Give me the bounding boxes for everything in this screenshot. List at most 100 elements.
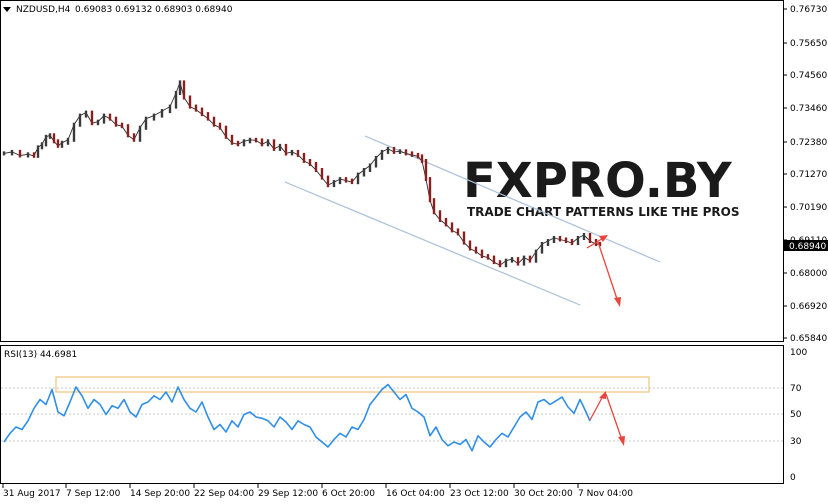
price-candle: [254, 137, 258, 143]
arrow-up-icon: [599, 235, 608, 242]
price-candle: [528, 255, 532, 263]
price-candle: [576, 236, 580, 246]
rsi-line: [3, 383, 591, 452]
price-forecast-arrows: [586, 235, 621, 307]
price-candle: [26, 152, 30, 158]
price-candle: [52, 133, 56, 144]
price-candle: [230, 134, 234, 145]
rsi-highlight-box: [55, 376, 650, 393]
price-candle: [404, 149, 408, 156]
price-candle: [174, 91, 178, 109]
price-candle: [236, 140, 240, 147]
price-candle: [564, 237, 568, 243]
price-candle: [60, 140, 64, 148]
price-candle: [206, 112, 210, 121]
rsi-tick: 100: [790, 348, 807, 358]
price-candle: [188, 95, 192, 109]
price-candle: [314, 162, 318, 172]
price-series: [2, 80, 602, 268]
price-tick: 0.76730: [790, 5, 827, 15]
price-candle: [126, 124, 130, 138]
price-candle: [492, 255, 496, 265]
price-candle: [72, 122, 76, 142]
price-candle: [248, 137, 252, 144]
price-candle: [588, 233, 592, 243]
price-candle: [132, 133, 136, 142]
time-label: 16 Oct 04:00: [386, 489, 445, 499]
price-candle: [2, 151, 6, 156]
price-candle: [510, 257, 514, 263]
rsi-title: RSI(13) 44.6981: [4, 350, 77, 360]
price-candle: [362, 168, 366, 177]
price-candle: [424, 159, 428, 182]
price-candle: [114, 116, 118, 127]
price-candle: [516, 257, 520, 266]
price-candle: [456, 228, 460, 236]
price-candle: [392, 146, 396, 154]
price-candle: [18, 149, 22, 158]
price-candle: [368, 163, 372, 172]
price-candle: [428, 177, 432, 203]
price-candle: [144, 116, 148, 130]
price-candle: [260, 138, 264, 147]
price-candle: [398, 149, 402, 154]
price-candle: [10, 149, 14, 156]
price-candle: [242, 139, 246, 147]
price-candle: [120, 122, 124, 129]
price-candle: [332, 180, 336, 188]
price-candle: [308, 159, 312, 166]
logo-text: FXPRO.BY: [463, 153, 733, 209]
channel-lower-line: [284, 181, 581, 306]
price-candle: [374, 155, 378, 168]
price-tick: 0.70190: [790, 203, 827, 213]
time-label: 31 Aug 2017: [3, 489, 61, 499]
rsi-series: [3, 383, 591, 452]
price-candle: [486, 254, 490, 260]
price-candle: [90, 110, 94, 126]
price-candle: [380, 149, 384, 160]
price-candle: [320, 168, 324, 180]
price-candle: [48, 133, 52, 139]
arrow-down-icon: [614, 297, 621, 307]
rsi-tick: 30: [790, 437, 802, 447]
rsi-axis: 100 70 50 30 0: [790, 348, 807, 483]
price-candle: [534, 249, 538, 263]
rsi-forecast-arrows: [589, 391, 625, 446]
price-candle: [32, 152, 36, 158]
price-candle: [36, 145, 40, 158]
price-candle: [468, 240, 472, 251]
price-candle: [386, 146, 390, 154]
price-candle: [558, 236, 562, 242]
arrow-down-icon: [618, 436, 625, 446]
price-candle: [338, 177, 342, 185]
rsi-tick: 0: [790, 473, 796, 483]
time-label: 6 Oct 20:00: [322, 489, 375, 499]
price-candle: [356, 172, 360, 185]
price-candle: [194, 104, 198, 112]
rsi-tick: 50: [790, 410, 802, 420]
price-tick: 0.74560: [790, 71, 827, 81]
price-axis: 0.76730 0.75650 0.74560 0.73460 0.72380 …: [783, 5, 827, 344]
price-candle: [570, 239, 574, 246]
time-label: 7 Nov 04:00: [578, 489, 633, 499]
time-label: 29 Sep 12:00: [258, 489, 318, 499]
price-candle: [266, 139, 270, 147]
price-candle: [84, 110, 88, 118]
price-candle: [598, 242, 602, 247]
price-candle: [438, 210, 442, 222]
price-candle: [504, 258, 508, 268]
price-candle: [178, 80, 182, 95]
time-axis: 31 Aug 2017 7 Sep 12:00 14 Sep 20:00 22 …: [2, 484, 633, 499]
price-tick: 0.68000: [790, 269, 827, 279]
channel-upper-line: [364, 135, 661, 263]
arrow-up-icon: [599, 391, 606, 399]
price-candle: [290, 149, 294, 156]
triangle-down-icon[interactable]: [3, 7, 11, 12]
price-tick: 0.71270: [790, 170, 827, 180]
rsi-tick: 70: [790, 384, 802, 394]
price-candle: [582, 233, 586, 240]
price-candle: [416, 152, 420, 159]
price-tick: 0.66920: [790, 302, 827, 312]
price-candle: [552, 236, 556, 243]
price-tick: 0.72380: [790, 138, 827, 148]
